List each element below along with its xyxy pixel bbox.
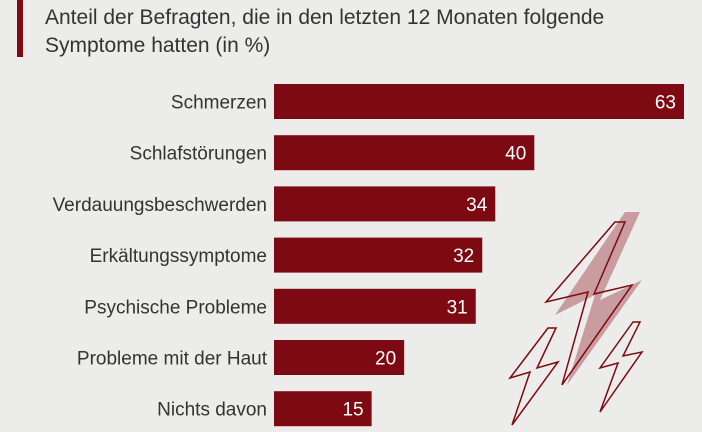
chart-title: Anteil der Befragten, die in den letzten… bbox=[45, 6, 605, 57]
value-label: 40 bbox=[505, 144, 526, 165]
bar bbox=[274, 340, 405, 375]
bar bbox=[274, 391, 372, 427]
category-label: Psychische Probleme bbox=[84, 297, 267, 318]
lightning-bolt-right bbox=[598, 321, 644, 413]
value-label: 34 bbox=[466, 195, 488, 216]
category-label: Probleme mit der Haut bbox=[77, 349, 268, 370]
category-label: Schmerzen bbox=[171, 93, 267, 114]
chart-header: Anteil der Befragten, die in den letzten… bbox=[0, 0, 702, 62]
value-label: 32 bbox=[453, 246, 474, 267]
bars-group: Schmerzen 63 Schlafstörungen 40 Verdauungsbe… bbox=[53, 84, 684, 427]
bar bbox=[274, 237, 483, 273]
category-label: Erkältungssymptome bbox=[90, 246, 267, 267]
value-label: 63 bbox=[655, 93, 676, 114]
value-label: 20 bbox=[375, 349, 396, 370]
lightning-bolt-large bbox=[543, 221, 634, 386]
title-accent-bar bbox=[17, 0, 23, 57]
category-label: Verdauungsbeschwerden bbox=[53, 195, 267, 216]
lightning-bolt-left bbox=[508, 327, 560, 426]
bar bbox=[274, 186, 496, 222]
category-label: Schlafstörungen bbox=[130, 144, 267, 165]
lightning-bolts-icon bbox=[508, 212, 644, 426]
value-label: 15 bbox=[342, 400, 363, 421]
value-label: 31 bbox=[447, 297, 468, 318]
bar bbox=[274, 84, 684, 119]
bar bbox=[274, 288, 476, 324]
category-label: Nichts davon bbox=[157, 400, 267, 421]
lightning-bolt-shadow bbox=[555, 212, 642, 385]
bar bbox=[274, 135, 535, 171]
